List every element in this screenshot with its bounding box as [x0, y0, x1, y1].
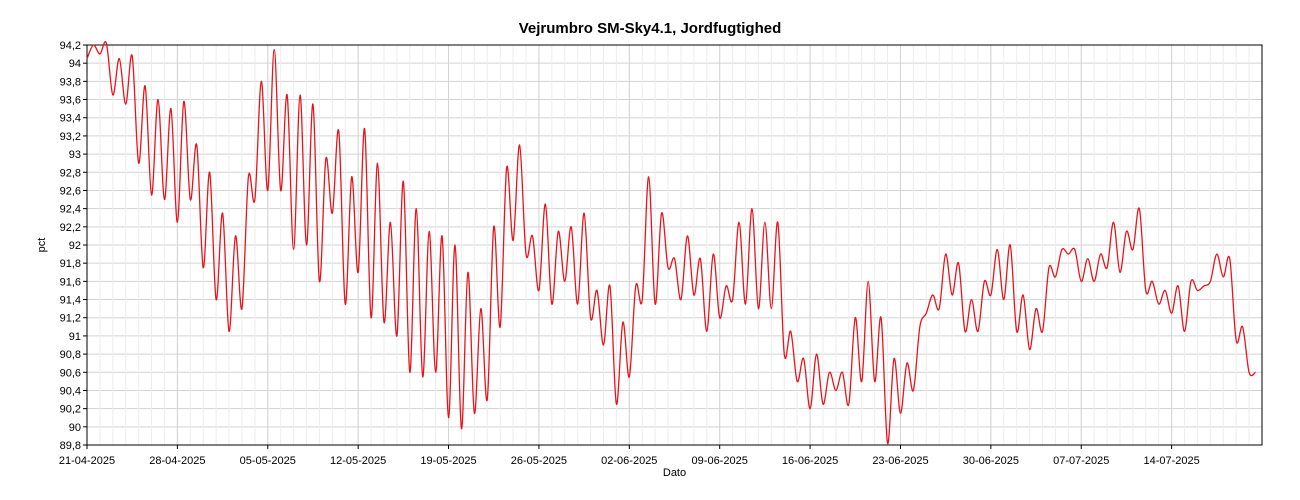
series-layer — [86, 41, 1256, 444]
y-tick-label: 91,2 — [60, 313, 81, 325]
y-tick-label: 94 — [69, 58, 81, 70]
y-tick-label: 91,4 — [60, 295, 81, 307]
y-tick-label: 92,4 — [60, 204, 81, 216]
x-tick-label: 09-06-2025 — [692, 455, 748, 467]
y-tick-label: 90,8 — [60, 349, 81, 361]
x-tick-label: 07-07-2025 — [1053, 455, 1109, 467]
y-tick-label: 92 — [69, 240, 81, 252]
x-tick-label: 28-04-2025 — [149, 455, 205, 467]
x-tick-label: 14-07-2025 — [1143, 455, 1199, 467]
y-tick-label: 91,8 — [60, 258, 81, 270]
x-tick-label: 26-05-2025 — [511, 455, 567, 467]
y-tick-label: 91,6 — [60, 276, 81, 288]
chart-title: Vejrumbro SM-Sky4.1, Jordfugtighed — [518, 20, 782, 37]
y-tick-label: 90,2 — [60, 404, 81, 416]
y-tick-label: 90,4 — [60, 385, 81, 397]
y-tick-label: 93,6 — [60, 95, 81, 107]
y-tick-label: 89,8 — [60, 440, 81, 452]
y-tick-label: 93,2 — [60, 131, 81, 143]
x-tick-label: 23-06-2025 — [872, 455, 928, 467]
y-tick-label: 92,6 — [60, 185, 81, 197]
x-tick-label: 19-05-2025 — [420, 455, 476, 467]
series-line — [86, 41, 1256, 444]
y-tick-label: 93 — [69, 149, 81, 161]
y-axis: 89,8 90 90,2 90,4 90,6 90,8 91 91,2 91,4 91,6 91,8… — [60, 40, 87, 452]
y-axis-label: pct — [36, 238, 48, 253]
y-tick-label: 94,2 — [60, 40, 81, 52]
x-tick-label: 02-06-2025 — [601, 455, 657, 467]
y-tick-label: 93,4 — [60, 113, 81, 125]
y-tick-label: 90 — [69, 422, 81, 434]
grid — [86, 44, 1262, 446]
y-tick-label: 91 — [69, 331, 81, 343]
x-tick-label: 30-06-2025 — [963, 455, 1019, 467]
x-axis: 21-04-2025 28-04-2025 05-05-2025 12-05-2025… — [59, 445, 1200, 467]
x-tick-label: 21-04-2025 — [59, 455, 115, 467]
x-tick-label: 05-05-2025 — [240, 455, 296, 467]
y-tick-label: 90,6 — [60, 367, 81, 379]
x-tick-label: 16-06-2025 — [782, 455, 838, 467]
y-tick-label: 92,8 — [60, 167, 81, 179]
x-axis-label: Dato — [663, 467, 686, 479]
x-tick-label: 12-05-2025 — [330, 455, 386, 467]
y-tick-label: 93,8 — [60, 76, 81, 88]
y-tick-label: 92,2 — [60, 222, 81, 234]
